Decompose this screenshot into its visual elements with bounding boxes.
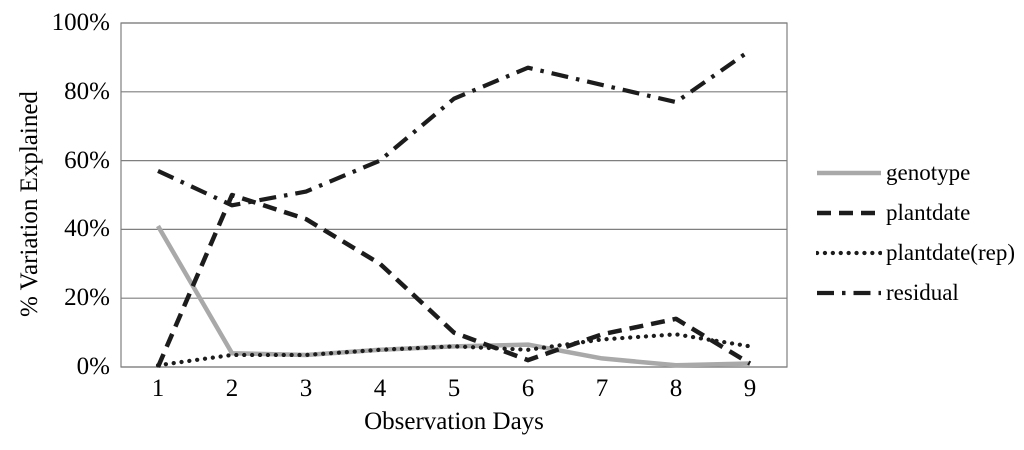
x-tick-label: 1 — [151, 375, 165, 402]
x-tick-label: 9 — [743, 375, 757, 402]
y-tick-label: 100% — [51, 9, 110, 36]
x-tick-label: 8 — [669, 375, 683, 402]
x-tick-label: 5 — [447, 375, 461, 402]
x-tick-label: 7 — [595, 375, 609, 402]
plot-border — [120, 22, 788, 368]
legend-label-residual: residual — [886, 280, 959, 305]
y-tick-label: 60% — [64, 146, 110, 174]
legend-label-plantdate-rep: plantdate(rep) — [886, 240, 1015, 265]
y-tick-label: 20% — [64, 284, 110, 312]
series-line-genotype — [156, 224, 751, 368]
genotype-line-sample-icon — [817, 170, 881, 176]
y-tick-label: 80% — [64, 77, 110, 105]
residual-line-sample-icon — [817, 290, 881, 296]
x-tick-label: 3 — [299, 375, 313, 402]
y-tick-label: 40% — [64, 215, 110, 243]
series-line-plantdate — [155, 192, 752, 368]
x-tick-label: 2 — [225, 375, 239, 402]
plantdate-rep-line-sample-icon — [816, 250, 882, 256]
y-tick-label: 0% — [76, 353, 110, 380]
legend: genotype plantdate plantdate(rep) residu… — [816, 153, 1015, 313]
series-line-plantdate-rep- — [155, 332, 753, 368]
legend-item-residual: residual — [816, 273, 1015, 313]
legend-item-plantdate: plantdate — [816, 193, 1015, 233]
y-axis-title: % Variation Explained — [16, 91, 43, 317]
x-tick-label: 4 — [373, 375, 387, 402]
x-axis-title: Observation Days — [364, 408, 544, 435]
legend-item-genotype: genotype — [816, 153, 1015, 193]
legend-item-plantdate-rep: plantdate(rep) — [816, 233, 1015, 273]
plantdate-line-sample-icon — [817, 210, 881, 216]
legend-label-plantdate: plantdate — [886, 200, 971, 225]
legend-label-genotype: genotype — [886, 160, 971, 185]
series-line-residual — [157, 48, 752, 208]
x-tick-label: 6 — [521, 375, 535, 402]
